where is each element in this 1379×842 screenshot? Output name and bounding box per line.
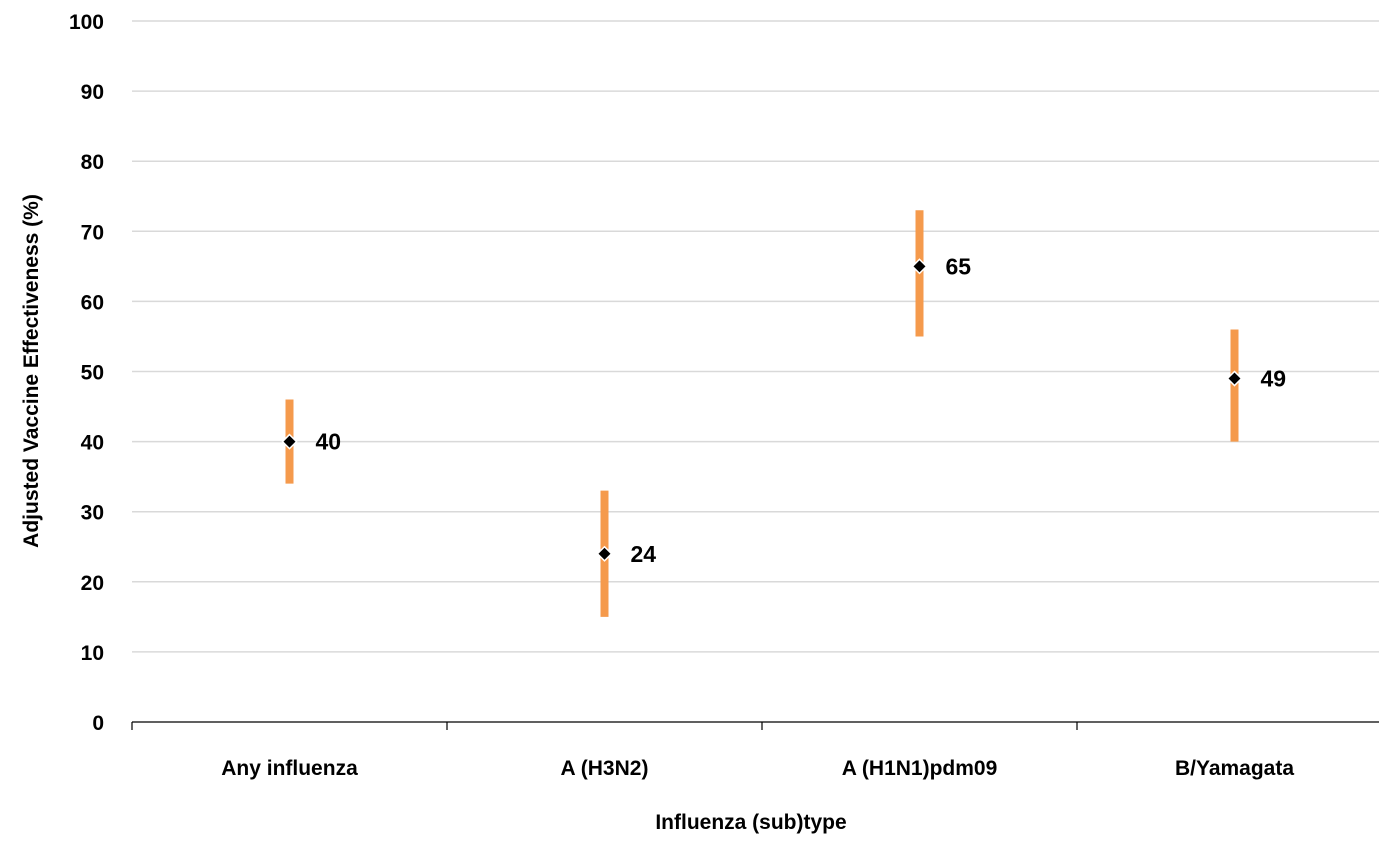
- y-tick-label: 60: [81, 291, 104, 314]
- x-tick-label: B/Yamagata: [1175, 757, 1294, 780]
- data-label: 40: [316, 429, 342, 455]
- data-point-marker: [281, 433, 298, 450]
- error-bars: [285, 210, 1239, 617]
- data-labels: 40 24 65 49: [316, 253, 1287, 566]
- data-label: 24: [631, 541, 657, 567]
- y-tick-label: 100: [69, 11, 104, 34]
- y-tick-label: 50: [81, 362, 104, 385]
- x-tick-label: A (H3N2): [561, 757, 649, 780]
- data-label: 65: [946, 253, 972, 279]
- y-tick-label: 20: [81, 572, 104, 595]
- y-tick-label: 70: [81, 221, 104, 244]
- y-tick-label: 80: [81, 151, 104, 174]
- data-markers: [281, 258, 1243, 562]
- gridlines: [132, 20, 1379, 653]
- y-tick-label: 0: [92, 712, 104, 735]
- x-tick-label: A (H1N1)pdm09: [842, 757, 998, 780]
- tick-labels: 0 10 20 30 40 50 60 70 80 90 100 Any influenza A (H3…: [69, 11, 1294, 780]
- x-tick-label: Any influenza: [221, 757, 358, 780]
- axes: [131, 721, 1379, 730]
- y-tick-label: 30: [81, 502, 104, 525]
- data-label: 49: [1261, 366, 1287, 392]
- y-tick-label: 40: [81, 432, 104, 455]
- data-point-marker: [1226, 370, 1243, 387]
- y-tick-label: 10: [81, 642, 104, 665]
- x-axis-title: Influenza (sub)type: [655, 811, 846, 834]
- data-point-marker: [596, 545, 613, 562]
- y-tick-label: 90: [81, 81, 104, 104]
- y-axis-title: Adjusted Vaccine Effectiveness (%): [20, 194, 43, 548]
- data-point-marker: [911, 258, 928, 275]
